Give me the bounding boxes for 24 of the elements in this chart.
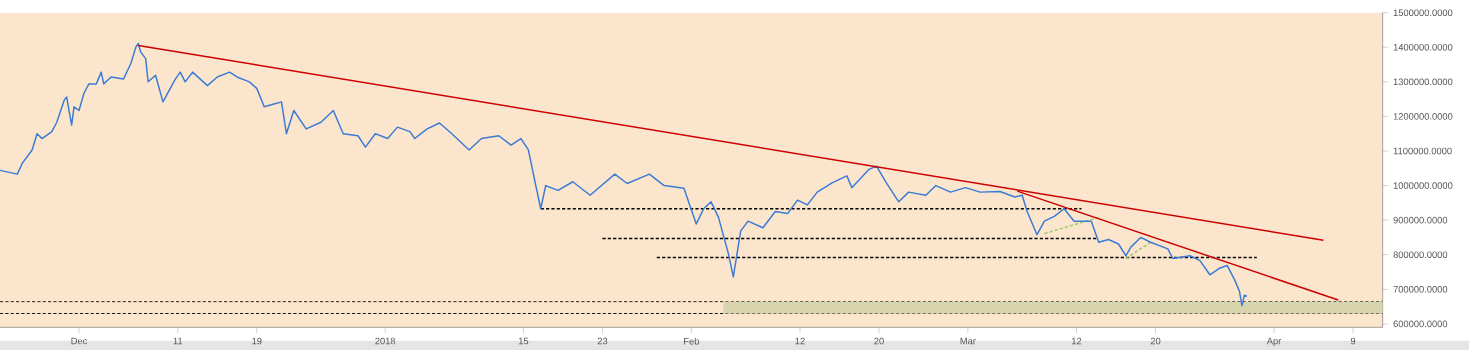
- y-tick-label: 800000.0000: [1393, 251, 1448, 259]
- x-tick-label: 15: [518, 337, 529, 345]
- x-tick-label: 9: [1350, 337, 1356, 345]
- y-tick-label: 600000.0000: [1393, 320, 1448, 328]
- y-tick-label: 1500000.0000: [1393, 9, 1453, 16]
- y-tick-label: 700000.0000: [1393, 286, 1448, 293]
- x-tick-label: 12: [1072, 337, 1082, 345]
- x-tick-label: 20: [1150, 337, 1161, 345]
- y-tick-label: 1100000.0000: [1393, 147, 1452, 155]
- x-tick-label: 2018: [375, 337, 396, 345]
- x-tick-label: Mar: [960, 337, 976, 345]
- x-tick-label: Feb: [684, 337, 699, 345]
- y-tick-label: 1400000.0000: [1393, 43, 1453, 51]
- x-tick-label: 23: [597, 337, 608, 345]
- y-tick-label: 1200000.0000: [1393, 113, 1453, 120]
- x-tick-label: 20: [874, 337, 884, 345]
- y-tick-label: 1000000.0000: [1393, 182, 1453, 189]
- y-tick-label: 1300000.0000: [1393, 78, 1453, 86]
- x-tick-label: Dec: [71, 337, 88, 345]
- x-tick-label: Apr: [1266, 337, 1282, 347]
- x-tick-label: 11: [173, 337, 183, 345]
- x-tick-label: 19: [252, 337, 262, 345]
- y-tick-label: 900000.0000: [1393, 216, 1448, 224]
- x-tick-label: 12: [795, 337, 805, 345]
